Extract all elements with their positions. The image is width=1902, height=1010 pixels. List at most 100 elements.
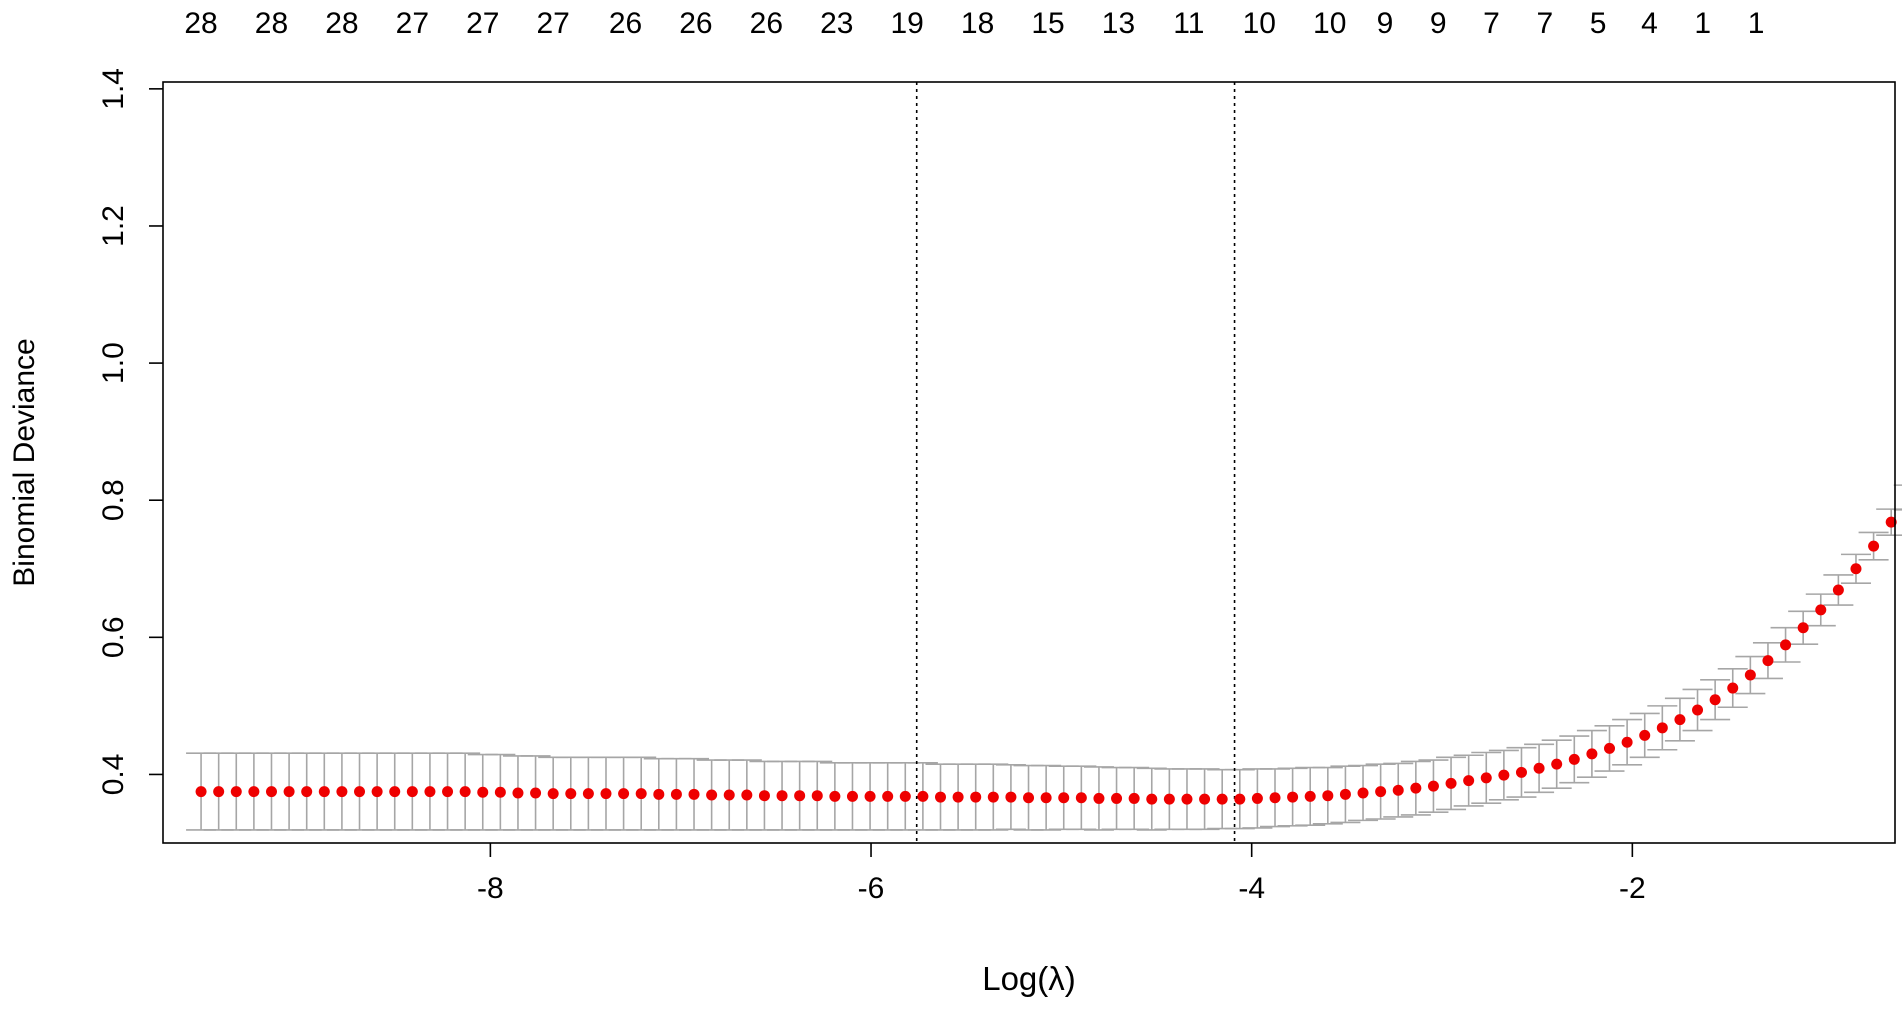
- top-axis-labels: 28 28 28 27 27 27 26 26 26 23 19 18 15 13 11 10 10 9 9 7 7 5 4…: [184, 7, 1764, 40]
- data-point: [653, 788, 665, 800]
- data-point: [213, 786, 225, 798]
- data-point: [934, 791, 946, 803]
- top-axis-label: 27: [466, 7, 499, 40]
- data-point: [811, 790, 823, 802]
- data-point: [1304, 790, 1316, 802]
- data-point: [1762, 655, 1774, 667]
- top-axis-label: 27: [536, 7, 569, 40]
- data-point: [846, 790, 858, 802]
- data-point: [265, 786, 277, 798]
- data-point: [1674, 714, 1686, 726]
- data-point: [477, 786, 489, 798]
- data-point: [1797, 622, 1809, 634]
- data-point: [1515, 766, 1527, 778]
- data-point: [1885, 516, 1897, 528]
- y-axis-title: Binomial Deviance: [8, 338, 41, 586]
- top-axis-label: 1: [1748, 7, 1765, 40]
- data-point: [776, 790, 788, 802]
- data-point: [442, 786, 454, 798]
- data-point: [1181, 793, 1193, 805]
- data-point: [1322, 790, 1334, 802]
- top-axis-label: 9: [1377, 7, 1394, 40]
- data-point: [970, 791, 982, 803]
- data-point: [1023, 792, 1035, 804]
- x-tick-label: -8: [477, 872, 504, 905]
- data-point: [1427, 780, 1439, 792]
- data-point: [1093, 792, 1105, 804]
- data-point: [1868, 540, 1880, 552]
- data-point: [635, 788, 647, 800]
- data-point: [424, 786, 436, 798]
- data-point: [354, 786, 366, 798]
- top-axis-label: 28: [325, 7, 358, 40]
- top-axis-label: 13: [1102, 7, 1135, 40]
- data-point: [882, 790, 894, 802]
- data-point: [547, 788, 559, 800]
- data-point: [195, 786, 207, 798]
- top-axis-label: 18: [961, 7, 994, 40]
- data-point: [283, 786, 295, 798]
- data-point: [899, 790, 911, 802]
- data-point: [758, 790, 770, 802]
- data-point: [1727, 682, 1739, 694]
- data-point: [371, 786, 383, 798]
- data-point: [1533, 762, 1545, 774]
- data-point: [389, 786, 401, 798]
- top-axis-label: 9: [1430, 7, 1447, 40]
- axes-layer: [162, 81, 1896, 844]
- data-point: [1392, 784, 1404, 796]
- data-point: [1480, 772, 1492, 784]
- data-point: [723, 789, 735, 801]
- data-point: [1498, 769, 1510, 781]
- top-axis-label: 10: [1243, 7, 1276, 40]
- top-axis-label: 28: [255, 7, 288, 40]
- data-point: [1234, 793, 1246, 805]
- data-point: [1199, 793, 1211, 805]
- data-point: [1709, 694, 1721, 706]
- x-axis-title: Log(λ): [982, 960, 1076, 997]
- y-axis-ticks: 0.4 0.6 0.8 1.0 1.2 1.4: [97, 68, 163, 795]
- x-tick-label: -4: [1238, 872, 1265, 905]
- data-point: [618, 788, 630, 800]
- top-axis-label: 26: [750, 7, 783, 40]
- data-point: [1656, 722, 1668, 734]
- y-tick-label: 0.8: [97, 479, 130, 521]
- data-point: [336, 786, 348, 798]
- top-axis-label: 4: [1641, 7, 1658, 40]
- x-axis-ticks: -8 -6 -4 -2: [477, 843, 1646, 905]
- data-point: [230, 786, 242, 798]
- data-point: [1815, 604, 1827, 616]
- data-point: [1463, 775, 1475, 787]
- data-point: [917, 790, 929, 802]
- data-point: [1111, 792, 1123, 804]
- data-point: [1445, 777, 1457, 789]
- y-tick-label: 0.4: [97, 754, 130, 796]
- top-axis-label: 27: [396, 7, 429, 40]
- data-point: [1586, 748, 1598, 760]
- data-point: [530, 787, 542, 799]
- data-point: [1146, 793, 1158, 805]
- data-point: [301, 786, 313, 798]
- data-point: [1744, 669, 1756, 681]
- data-point: [1604, 742, 1616, 754]
- data-point: [1551, 758, 1563, 770]
- top-axis-label: 5: [1590, 7, 1607, 40]
- data-point: [1058, 792, 1070, 804]
- data-point: [494, 786, 506, 798]
- data-point: [406, 786, 418, 798]
- data-point: [829, 790, 841, 802]
- data-point: [1128, 792, 1140, 804]
- data-point: [1568, 753, 1580, 765]
- data-point: [1269, 792, 1281, 804]
- data-point: [1216, 793, 1228, 805]
- top-axis-label: 26: [609, 7, 642, 40]
- top-axis-label: 26: [679, 7, 712, 40]
- top-axis-label: 10: [1313, 7, 1346, 40]
- data-point: [459, 786, 471, 798]
- top-axis-label: 23: [820, 7, 853, 40]
- data-point: [1339, 788, 1351, 800]
- data-point: [864, 790, 876, 802]
- y-tick-label: 1.4: [97, 68, 130, 110]
